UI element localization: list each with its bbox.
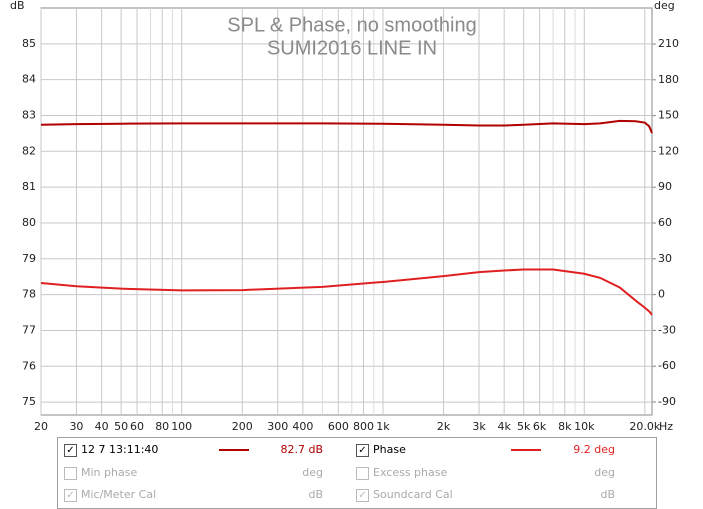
legend-swatch [219, 449, 249, 451]
x-tick-label: 30 [69, 420, 83, 433]
y2-tick-label: -90 [658, 395, 676, 408]
series-line [40, 268, 653, 316]
x-tick-label: 100 [171, 420, 192, 433]
y-tick-label: 81 [22, 180, 36, 193]
x-tick-label: 300 [267, 420, 288, 433]
y-tick-label: 79 [22, 252, 36, 265]
y2-tick-label: 0 [658, 288, 665, 301]
y2-tick-label: 210 [658, 37, 679, 50]
checkbox[interactable]: ✓ [64, 444, 77, 457]
checkbox[interactable]: ✓ [356, 489, 369, 502]
series-line [40, 119, 653, 134]
plot-area [40, 7, 653, 416]
legend-label: Mic/Meter Cal [81, 488, 157, 501]
legend-label: Soundcard Cal [373, 488, 453, 501]
legend-unit: dB [600, 488, 615, 501]
checkbox[interactable] [64, 467, 77, 480]
y-tick-label: 75 [22, 395, 36, 408]
y-tick-label: 77 [22, 323, 36, 336]
y-tick-label: 85 [22, 37, 36, 50]
y2-axis-label: deg [654, 0, 675, 12]
x-tick-label: 6k [533, 420, 547, 433]
y2-tick-label: 60 [658, 216, 672, 229]
legend-label: Phase [373, 443, 406, 456]
y2-tick-label: 180 [658, 73, 679, 86]
x-tick-label: 1k [376, 420, 390, 433]
x-tick-label: 10k [574, 420, 595, 433]
x-axis-label: Hz [659, 420, 673, 433]
x-tick-label: 60 [130, 420, 144, 433]
y-tick-label: 80 [22, 216, 36, 229]
x-tick-label: 200 [232, 420, 253, 433]
x-tick-label: 80 [155, 420, 169, 433]
y2-tick-label: 30 [658, 252, 672, 265]
checkbox[interactable] [356, 467, 369, 480]
legend-swatch [511, 449, 541, 451]
y2-tick-label: 150 [658, 109, 679, 122]
x-tick-label: 800 [353, 420, 374, 433]
x-tick-label: 2k [437, 420, 451, 433]
x-tick-label: 20.0k [629, 420, 660, 433]
x-tick-label: 5k [517, 420, 531, 433]
x-tick-label: 400 [292, 420, 313, 433]
chart-subtitle: SUMI2016 LINE IN [267, 37, 437, 59]
y-tick-label: 84 [22, 73, 36, 86]
checkbox[interactable]: ✓ [356, 444, 369, 457]
legend-unit: deg [594, 466, 615, 479]
y2-tick-label: -60 [658, 359, 676, 372]
legend-unit: dB [308, 488, 323, 501]
x-tick-label: 20 [34, 420, 48, 433]
legend-label: Excess phase [373, 466, 448, 479]
y-tick-label: 82 [22, 144, 36, 157]
chart: SPL & Phase, no smoothing SUMI2016 LINE … [10, 0, 679, 433]
y-tick-label: 83 [22, 108, 36, 121]
x-tick-label: 50 [114, 420, 128, 433]
x-tick-label: 4k [497, 420, 511, 433]
y-axis-label: dB [10, 0, 25, 12]
legend: ✓ 12 7 13:11:40 82.7 dB ✓ Phase 9.2 deg Min ph… [57, 437, 657, 509]
x-tick-label: 8k [558, 420, 572, 433]
legend-label: Min phase [81, 466, 138, 479]
y2-tick-label: 90 [658, 180, 672, 193]
y-tick-label: 76 [22, 359, 36, 372]
legend-readout: 82.7 dB [280, 443, 323, 456]
x-tick-label: 3k [472, 420, 486, 433]
x-tick-label: 40 [95, 420, 109, 433]
x-tick-label: 600 [328, 420, 349, 433]
y2-tick-label: 120 [658, 144, 679, 157]
y-tick-label: 78 [22, 288, 36, 301]
legend-readout: 9.2 deg [573, 443, 615, 456]
y2-tick-label: -30 [658, 323, 676, 336]
chart-title: SPL & Phase, no smoothing [227, 14, 476, 36]
legend-label: 12 7 13:11:40 [81, 443, 159, 456]
checkbox[interactable]: ✓ [64, 489, 77, 502]
legend-unit: deg [302, 466, 323, 479]
